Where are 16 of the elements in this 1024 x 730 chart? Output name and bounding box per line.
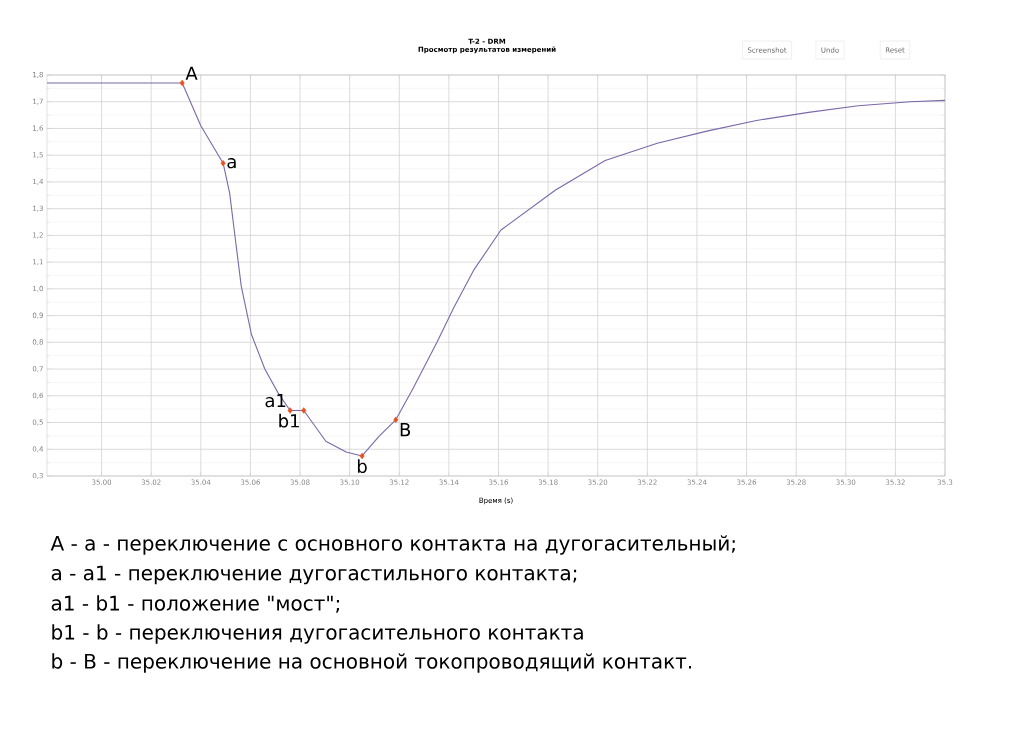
point	[301, 407, 307, 414]
text: A - a - переключение с основного контакта на дугогасительный;	[50, 535, 735, 555]
annotation: a1	[265, 393, 286, 408]
annotation: a	[227, 158, 236, 169]
point	[179, 79, 185, 87]
annotation: b	[357, 459, 367, 474]
point	[220, 160, 226, 167]
annotation: A	[185, 66, 198, 80]
text: a - a1 - переключение дугогастильного контакта;	[51, 565, 577, 585]
text: a1 - b1 - положение "мост";	[51, 595, 339, 613]
line-series	[46, 82, 946, 457]
text: b1 - b - переключения дугогасительного контакта	[52, 624, 583, 644]
annotation: B	[400, 423, 411, 437]
text: b - B - переключение на основной токопроводящий контакт.	[52, 653, 692, 673]
annotation: b1	[279, 413, 299, 428]
point	[393, 416, 399, 424]
